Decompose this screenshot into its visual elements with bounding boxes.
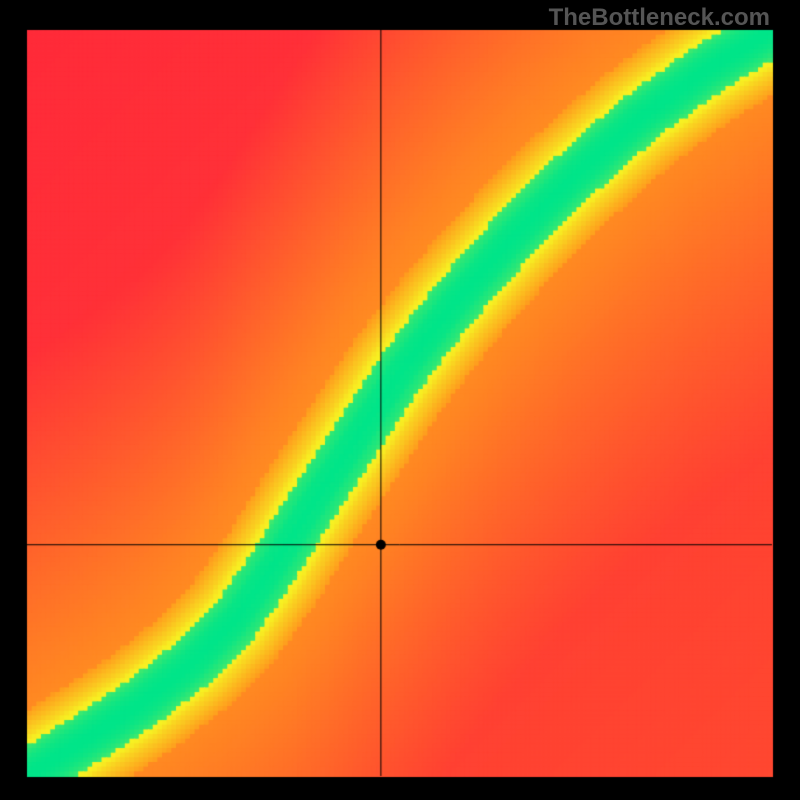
chart-container: TheBottleneck.com	[0, 0, 800, 800]
watermark-text: TheBottleneck.com	[549, 4, 770, 32]
bottleneck-heatmap	[0, 0, 800, 800]
